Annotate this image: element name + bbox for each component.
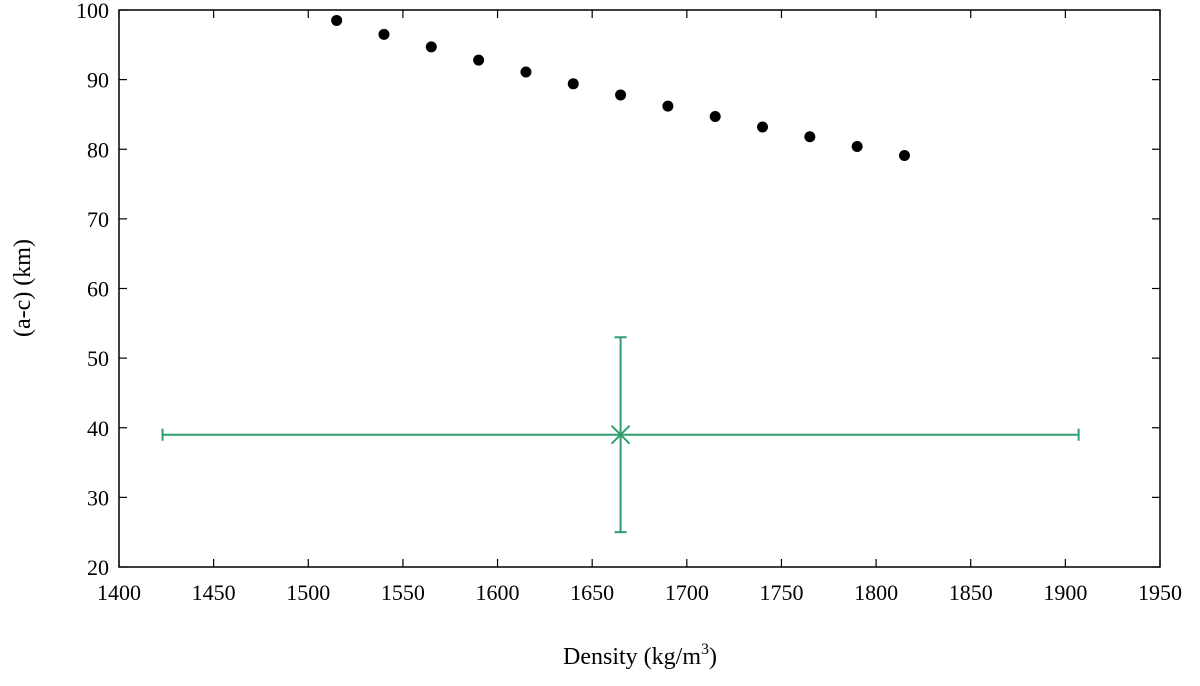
y-tick-label: 20 — [87, 555, 109, 580]
y-axis-ticks: 20 30 40 50 60 70 80 90 100 — [76, 0, 1160, 580]
y-tick-label: 50 — [87, 346, 109, 371]
x-tick-label: 1750 — [759, 580, 803, 605]
x-axis-label: Density (kg/m3) — [563, 641, 717, 670]
x-tick-label: 1950 — [1138, 580, 1182, 605]
data-point — [709, 111, 721, 123]
x-tick-label: 1600 — [476, 580, 520, 605]
data-point — [898, 150, 910, 162]
cross-marker — [610, 425, 631, 445]
data-point — [425, 41, 437, 53]
data-point — [331, 14, 343, 26]
data-point — [473, 54, 485, 66]
x-tick-label: 1450 — [192, 580, 236, 605]
x-tick-label: 1400 — [97, 580, 141, 605]
data-point — [804, 131, 816, 143]
y-tick-label: 80 — [87, 137, 109, 162]
y-tick-label: 60 — [87, 277, 109, 302]
series-layer — [161, 14, 1080, 534]
y-tick-label: 40 — [87, 416, 109, 441]
data-point — [567, 78, 579, 90]
y-tick-label: 90 — [87, 68, 109, 93]
data-point — [378, 28, 390, 40]
data-point — [757, 121, 769, 133]
y-tick-label: 30 — [87, 485, 109, 510]
x-tick-label: 1700 — [665, 580, 709, 605]
y-tick-label: 100 — [76, 0, 109, 23]
x-tick-label: 1550 — [381, 580, 425, 605]
y-axis-label: (a-c) (km) — [10, 239, 36, 337]
x-tick-label: 1900 — [1043, 580, 1087, 605]
plot-frame — [118, 9, 1161, 568]
data-point — [520, 66, 532, 78]
data-point — [851, 140, 863, 152]
x-axis-ticks: 1400 1450 1500 1550 1600 1650 1700 1750 1800 1850… — [97, 10, 1182, 605]
x-tick-label: 1500 — [286, 580, 330, 605]
y-tick-label: 70 — [87, 207, 109, 232]
x-tick-label: 1850 — [949, 580, 993, 605]
x-tick-label: 1650 — [570, 580, 614, 605]
data-point — [662, 100, 674, 112]
data-point — [615, 89, 627, 101]
x-tick-label: 1800 — [854, 580, 898, 605]
